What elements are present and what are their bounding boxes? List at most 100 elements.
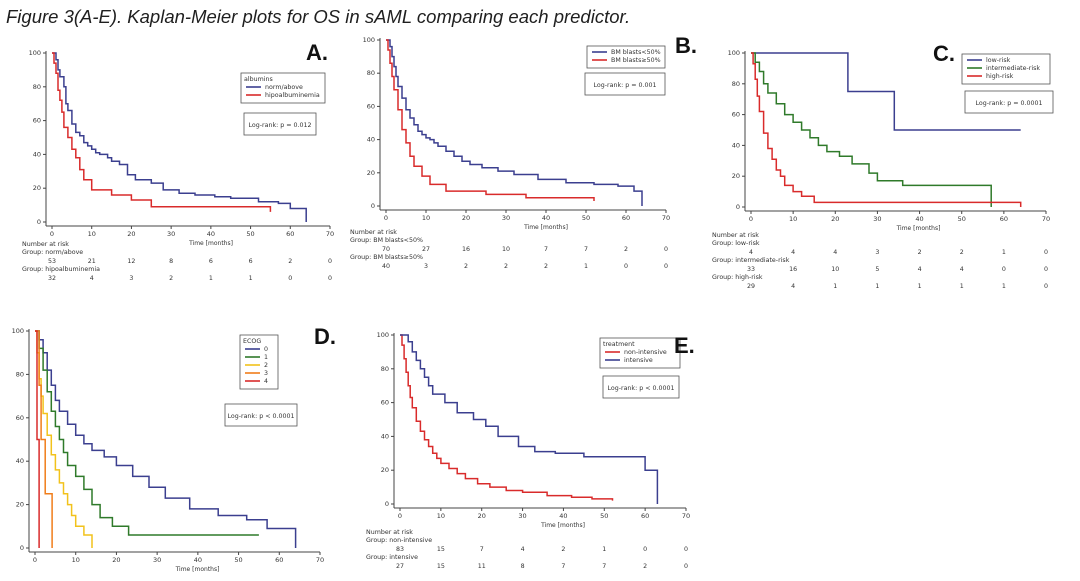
legend-label: 2 xyxy=(264,362,268,369)
x-tick-label: 50 xyxy=(958,215,966,223)
x-tick-label: 60 xyxy=(286,230,294,238)
survival-curve-low-risk xyxy=(751,52,1021,131)
x-axis-label: Time [months] xyxy=(523,224,568,231)
x-tick-label: 0 xyxy=(749,215,753,223)
risk-value: 2 xyxy=(624,246,628,253)
risk-value: 1 xyxy=(1002,249,1006,256)
y-tick-label: 100 xyxy=(12,327,24,335)
figure-title: Figure 3(A-E). Kaplan-Meier plots for OS… xyxy=(6,6,631,27)
x-tick-label: 40 xyxy=(542,214,550,222)
risk-value: 11 xyxy=(478,563,486,570)
risk-value: 2 xyxy=(918,249,922,256)
risk-value: 29 xyxy=(747,283,755,290)
risk-value: 3 xyxy=(875,249,879,256)
legend-label: BM blasts≥50% xyxy=(611,57,661,64)
logrank-box xyxy=(964,90,1054,114)
risk-value: 1 xyxy=(960,283,964,290)
x-tick-label: 20 xyxy=(831,215,839,223)
x-tick-label: 20 xyxy=(462,214,470,222)
legend-label: BM blasts<50% xyxy=(611,49,661,56)
panel-letter: A. xyxy=(306,40,328,65)
x-axis-label: Time [months] xyxy=(188,240,233,247)
logrank-box xyxy=(243,112,317,136)
survival-curve-hipoalbuminemia xyxy=(52,52,272,212)
x-tick-label: 60 xyxy=(275,556,283,564)
risk-value: 27 xyxy=(396,563,404,570)
legend-box xyxy=(239,334,279,390)
risk-value: 27 xyxy=(422,246,430,253)
risk-group-label: Group: low-risk xyxy=(712,240,760,247)
logrank-text: Log-rank: p = 0.0001 xyxy=(975,100,1042,107)
x-tick-label: 70 xyxy=(682,512,690,520)
legend-label: 4 xyxy=(264,378,268,385)
risk-table-header: Number at risk xyxy=(366,529,413,536)
risk-value: 4 xyxy=(833,249,837,256)
y-tick-label: 0 xyxy=(20,544,24,552)
logrank-text: Log-rank: p = 0.001 xyxy=(593,82,656,89)
x-axis-label: Time [months] xyxy=(175,566,220,573)
legend-title: ECOG xyxy=(243,338,261,345)
risk-value: 53 xyxy=(48,258,56,265)
logrank-box xyxy=(584,72,666,96)
risk-value: 2 xyxy=(288,258,292,265)
risk-value: 7 xyxy=(602,563,606,570)
risk-value: 1 xyxy=(875,283,879,290)
risk-value: 1 xyxy=(584,263,588,270)
legend-label: low-risk xyxy=(986,57,1011,64)
logrank-box xyxy=(224,403,298,427)
risk-value: 4 xyxy=(918,266,922,273)
x-tick-label: 0 xyxy=(384,214,388,222)
logrank-text: Log-rank: p = 0.012 xyxy=(248,122,311,129)
x-tick-label: 0 xyxy=(398,512,402,520)
risk-value: 2 xyxy=(544,263,548,270)
x-tick-label: 50 xyxy=(234,556,242,564)
risk-value: 0 xyxy=(1044,266,1048,273)
x-tick-label: 40 xyxy=(194,556,202,564)
x-tick-label: 50 xyxy=(246,230,254,238)
risk-value: 6 xyxy=(209,258,213,265)
panel-letter: D. xyxy=(314,324,336,349)
y-tick-label: 0 xyxy=(736,203,740,211)
x-tick-label: 70 xyxy=(316,556,324,564)
x-tick-label: 30 xyxy=(502,214,510,222)
survival-curve-high-risk xyxy=(751,52,1022,207)
risk-value: 21 xyxy=(88,258,96,265)
survival-curve-norm-above xyxy=(52,52,307,222)
legend-label: intensive xyxy=(624,357,653,364)
legend-label: 1 xyxy=(264,354,268,361)
logrank-box xyxy=(602,375,680,399)
survival-curve-4 xyxy=(35,330,40,548)
x-tick-label: 60 xyxy=(641,512,649,520)
risk-group-label: Group: intensive xyxy=(366,554,418,561)
survival-curve-intensive xyxy=(400,334,659,504)
survival-curve-bm-blasts-50- xyxy=(386,39,595,201)
risk-table-header: Number at risk xyxy=(22,241,69,248)
risk-value: 3 xyxy=(424,263,428,270)
risk-value: 0 xyxy=(328,258,332,265)
x-tick-label: 40 xyxy=(559,512,567,520)
risk-value: 10 xyxy=(502,246,510,253)
risk-value: 0 xyxy=(684,546,688,553)
risk-table-header: Number at risk xyxy=(350,229,397,236)
risk-value: 1 xyxy=(833,283,837,290)
logrank-text: Log-rank: p < 0.0001 xyxy=(227,413,294,420)
legend-label: 0 xyxy=(264,346,268,353)
y-tick-label: 80 xyxy=(33,83,41,91)
y-tick-label: 100 xyxy=(363,36,375,44)
risk-value: 10 xyxy=(831,266,839,273)
risk-value: 3 xyxy=(129,275,133,282)
x-tick-label: 50 xyxy=(600,512,608,520)
risk-value: 4 xyxy=(960,266,964,273)
y-tick-label: 40 xyxy=(732,141,740,149)
x-tick-label: 30 xyxy=(873,215,881,223)
legend-box xyxy=(240,72,326,104)
risk-value: 0 xyxy=(1044,283,1048,290)
x-tick-label: 30 xyxy=(518,512,526,520)
x-axis-label: Time [months] xyxy=(896,225,941,232)
y-tick-label: 100 xyxy=(29,49,41,57)
risk-value: 40 xyxy=(382,263,390,270)
y-tick-label: 40 xyxy=(367,136,375,144)
y-tick-label: 60 xyxy=(381,399,389,407)
y-tick-label: 60 xyxy=(16,414,24,422)
